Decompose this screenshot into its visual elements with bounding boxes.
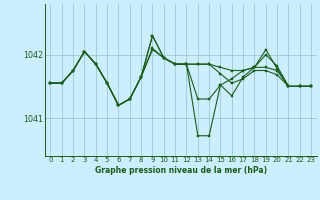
- X-axis label: Graphe pression niveau de la mer (hPa): Graphe pression niveau de la mer (hPa): [95, 166, 267, 175]
